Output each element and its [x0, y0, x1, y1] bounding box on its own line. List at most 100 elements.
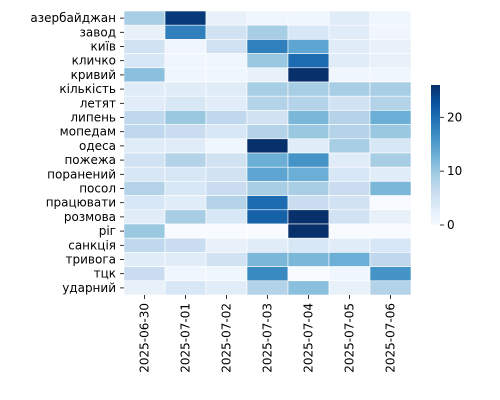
- heatmap-cell: [328, 53, 371, 69]
- heatmap-cell: [246, 81, 289, 97]
- heatmap-cell: [123, 223, 166, 239]
- heatmap-cell: [287, 195, 330, 211]
- heatmap-cell: [205, 24, 248, 40]
- heatmap-cell: [246, 209, 289, 225]
- heatmap-cell: [205, 110, 248, 125]
- heatmap-cell: [287, 24, 330, 40]
- y-tick-label: ріг: [99, 224, 116, 238]
- heatmap-cell: [246, 252, 289, 267]
- heatmap-cell: [246, 110, 289, 125]
- heatmap-cell: [369, 24, 412, 40]
- y-tick-label: санкція: [68, 238, 116, 252]
- y-tick-label: летят: [80, 96, 116, 110]
- heatmap-cell: [205, 152, 248, 168]
- x-tick-label: 2025-07-02: [220, 303, 234, 373]
- heatmap-cell: [123, 10, 166, 26]
- heatmap-cell: [287, 39, 330, 54]
- heatmap-cell: [205, 39, 248, 54]
- heatmap-cell: [123, 266, 166, 282]
- heatmap-cell: [123, 195, 166, 211]
- heatmap-cell: [164, 110, 207, 125]
- heatmap-cell: [328, 195, 371, 211]
- heatmap-cell: [369, 10, 412, 26]
- heatmap-cell: [246, 138, 289, 154]
- heatmap-cell: [246, 39, 289, 54]
- y-tick-label: липень: [70, 111, 116, 125]
- y-axis-tick-labels: азербайджанзаводкиївкличкокривийкількіст…: [30, 11, 116, 295]
- heatmap-cell: [369, 53, 412, 69]
- heatmap-cell: [287, 53, 330, 69]
- heatmap-cell: [369, 166, 412, 182]
- heatmap-cell: [369, 195, 412, 211]
- heatmap-cell: [369, 209, 412, 225]
- heatmap-cell: [205, 266, 248, 282]
- heatmap-cell: [246, 24, 289, 40]
- heatmap-cell: [287, 95, 330, 111]
- heatmap-cell: [369, 252, 412, 267]
- heatmap-cell: [328, 10, 371, 26]
- heatmap-cell: [123, 280, 166, 296]
- heatmap-cell: [369, 280, 412, 296]
- x-tick-label: 2025-07-04: [302, 303, 316, 373]
- heatmap-cell: [287, 138, 330, 154]
- heatmap-cell: [328, 124, 371, 140]
- heatmap-cell: [164, 195, 207, 211]
- heatmap-cell: [287, 266, 330, 282]
- heatmap-cell: [369, 95, 412, 111]
- heatmap-cell: [205, 124, 248, 140]
- heatmap-cell: [205, 223, 248, 239]
- heatmap-cell: [328, 223, 371, 239]
- heatmap-cell: [123, 67, 166, 83]
- y-tick-label: азербайджан: [30, 11, 116, 25]
- heatmap-cell: [123, 181, 166, 196]
- heatmap-cell: [205, 209, 248, 225]
- heatmap-cell: [287, 223, 330, 239]
- heatmap-cell: [328, 209, 371, 225]
- heatmap-cell: [246, 266, 289, 282]
- y-axis-ticks: [120, 17, 124, 289]
- heatmap-cell: [123, 237, 166, 253]
- heatmap-cell: [205, 81, 248, 97]
- heatmap-cell: [164, 138, 207, 154]
- heatmap-cell: [287, 252, 330, 267]
- heatmap-cell: [205, 181, 248, 196]
- heatmap-cell: [287, 81, 330, 97]
- heatmap-cell: [205, 138, 248, 154]
- heatmap-cell: [164, 10, 207, 26]
- heatmap-cell: [246, 166, 289, 182]
- y-tick-label: мопедам: [60, 125, 116, 139]
- heatmap-cell: [328, 67, 371, 83]
- x-tick-label: 2025-07-05: [343, 303, 357, 373]
- y-tick-label: одеса: [79, 139, 116, 153]
- heatmap-cell: [246, 124, 289, 140]
- y-tick-label: працювати: [46, 196, 116, 210]
- heatmap-cell: [246, 53, 289, 69]
- heatmap-cell: [369, 138, 412, 154]
- heatmap-cell: [287, 110, 330, 125]
- heatmap-cell: [287, 10, 330, 26]
- heatmap-cell: [246, 280, 289, 296]
- heatmap-cell: [287, 237, 330, 253]
- heatmap-cell: [164, 280, 207, 296]
- heatmap-cell: [287, 152, 330, 168]
- heatmap-cell: [205, 53, 248, 69]
- heatmap-cell: [164, 124, 207, 140]
- heatmap-cell: [369, 124, 412, 140]
- heatmap-cell: [328, 237, 371, 253]
- heatmap-cell: [369, 81, 412, 97]
- heatmap-cell: [328, 95, 371, 111]
- heatmap-cell: [287, 166, 330, 182]
- x-tick-label: 2025-07-03: [261, 303, 275, 373]
- heatmap-cells: [123, 10, 412, 296]
- heatmap-cell: [369, 223, 412, 239]
- colorbar-tick-label: 0: [447, 218, 455, 232]
- y-tick-label: тривога: [66, 253, 116, 267]
- heatmap-cell: [123, 39, 166, 54]
- heatmap-cell: [328, 266, 371, 282]
- heatmap-cell: [205, 10, 248, 26]
- heatmap-cell: [164, 209, 207, 225]
- y-tick-label: поранений: [47, 167, 116, 181]
- heatmap-cell: [164, 24, 207, 40]
- heatmap-cell: [369, 152, 412, 168]
